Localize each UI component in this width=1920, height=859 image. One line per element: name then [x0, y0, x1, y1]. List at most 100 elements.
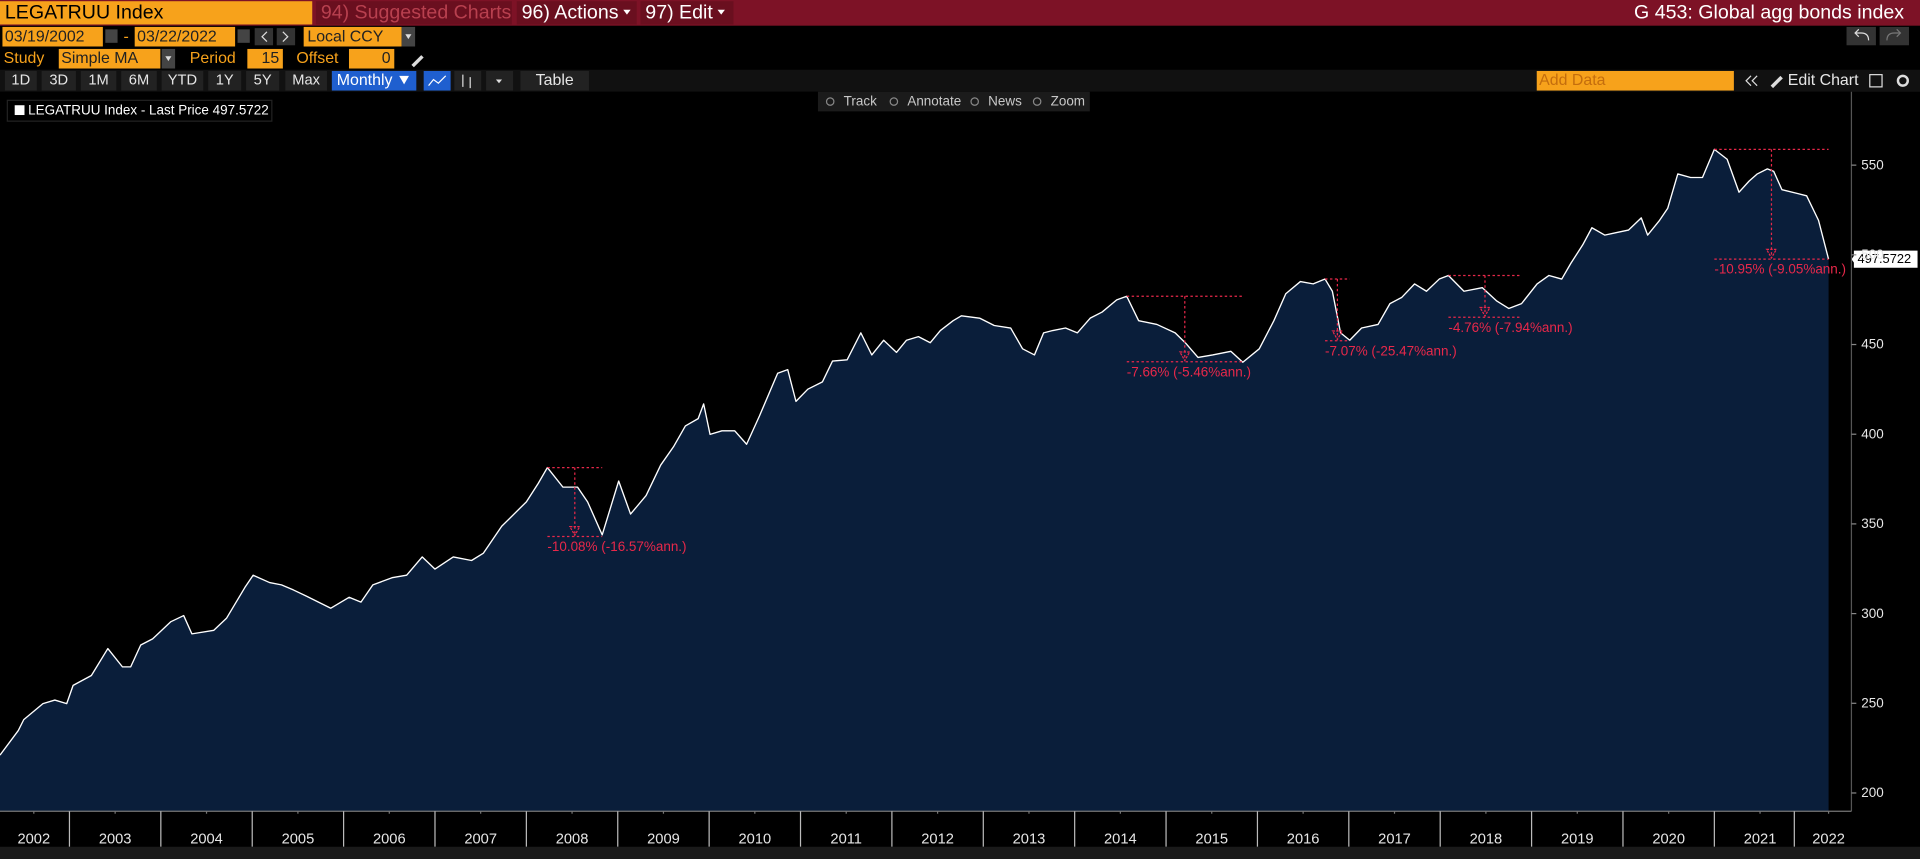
undo-button[interactable]	[1846, 26, 1876, 46]
menu-button[interactable]	[315, 1, 512, 25]
study: Simple MA	[61, 50, 138, 67]
bar-chart-button[interactable]	[454, 70, 482, 91]
range-buttons: 1D 3D 1M 6M YTD 1Y 5Y Max	[4, 70, 327, 91]
y-tick-label: 500	[1861, 247, 1883, 262]
prev-button[interactable]	[254, 28, 274, 46]
security-box[interactable]	[0, 1, 313, 25]
dropdown-arrow	[405, 34, 412, 40]
range-label: 1Y	[216, 73, 234, 89]
tool-label[interactable]: Annotate	[907, 94, 961, 109]
x-tick-label: 2022	[1812, 831, 1845, 847]
x-tick-label: 2008	[556, 831, 589, 847]
x-tick-label: 2013	[1013, 831, 1046, 847]
menu-item: 94) Suggested Charts	[321, 2, 512, 24]
add-data: Add Data	[1539, 72, 1605, 89]
last-price-flag	[1853, 250, 1918, 268]
line-chart-button[interactable]	[423, 70, 451, 91]
x-tick-label: 2006	[373, 831, 406, 847]
status-bar	[0, 846, 1920, 859]
collapse-icon[interactable]	[1745, 75, 1758, 87]
tool-label[interactable]: Track	[844, 94, 877, 109]
end-date: 03/22/2022	[137, 29, 217, 46]
y-tick-label: 450	[1861, 337, 1883, 352]
x-tick-label: 2016	[1287, 831, 1320, 847]
pen-icon[interactable]	[411, 55, 424, 68]
tool-icon[interactable]	[1032, 97, 1042, 106]
x-tick-label: 2011	[830, 831, 862, 847]
security: LEGATRUU Index	[5, 2, 164, 24]
undo-icon	[1854, 28, 1870, 41]
range-label: 1M	[88, 73, 108, 89]
range-label: 6M	[129, 73, 149, 89]
tool-label[interactable]: News	[988, 94, 1022, 109]
x-axis-band	[0, 811, 1852, 847]
frequency-button[interactable]	[331, 70, 417, 91]
legend	[6, 99, 273, 122]
frequency: Monthly	[337, 72, 393, 89]
tool-icon[interactable]	[889, 97, 899, 106]
add-data-field[interactable]	[1536, 70, 1734, 91]
redo-icon	[1886, 28, 1902, 41]
redo-button[interactable]	[1879, 26, 1909, 46]
arrow-head	[1178, 351, 1191, 362]
menu-item: 96) Actions	[522, 2, 619, 24]
range-button[interactable]	[285, 70, 327, 91]
next-button[interactable]	[276, 28, 296, 46]
dropdown-arrow	[717, 9, 725, 15]
tool-label[interactable]: Zoom	[1051, 94, 1085, 109]
x-tick-label: 2018	[1470, 831, 1503, 847]
table-button[interactable]	[520, 70, 589, 91]
start-date: 03/19/2002	[5, 29, 85, 46]
x-tick-label: 2019	[1561, 831, 1594, 847]
currency: Local CCY	[307, 29, 383, 46]
range-button[interactable]	[80, 70, 117, 91]
dropdown-arrow	[165, 56, 172, 62]
arrow-head	[568, 526, 581, 537]
range-button[interactable]	[208, 70, 242, 91]
calendar-icon[interactable]	[237, 29, 250, 43]
study-field[interactable]	[58, 48, 161, 69]
range-button[interactable]	[41, 70, 76, 91]
menu-button[interactable]	[516, 1, 637, 25]
tool-icon[interactable]	[970, 97, 979, 106]
chart-tools	[817, 91, 1090, 112]
legend-swatch	[14, 105, 25, 116]
x-tick-label: 2007	[464, 831, 497, 847]
calendar-icon[interactable]	[105, 29, 118, 43]
settings-icon[interactable]	[1896, 74, 1909, 87]
chart: 497.5722 -10.08% (-16.57%ann.) -7.66% (-5.…	[0, 91, 1918, 847]
study-label: Study	[4, 50, 45, 67]
x-tick-label: 2015	[1195, 831, 1228, 847]
date-field[interactable]	[2, 26, 103, 47]
x-tick-label: 2005	[282, 831, 315, 847]
drawdown-label: -10.95% (-9.05%ann.)	[1714, 262, 1846, 277]
dropdown-arrow	[623, 9, 631, 15]
dropdown-arrow	[495, 79, 503, 84]
menu-button[interactable]	[640, 1, 734, 25]
bar-chart-icon	[462, 74, 471, 89]
pen-icon	[1770, 75, 1783, 89]
drawdown-label: -7.66% (-5.46%ann.)	[1127, 364, 1251, 379]
edit-chart[interactable]: Edit Chart	[1788, 72, 1859, 89]
description: G 453: Global agg bonds index	[1634, 2, 1904, 24]
x-tick-label: 2017	[1378, 831, 1411, 847]
range-button[interactable]	[246, 70, 280, 91]
line-chart-icon	[428, 75, 447, 87]
currency-field[interactable]	[303, 26, 402, 47]
range-button[interactable]	[161, 70, 204, 91]
offset-field[interactable]	[348, 48, 395, 69]
range-button[interactable]	[4, 70, 37, 91]
edit-icon[interactable]	[1869, 74, 1883, 88]
offset: 0	[382, 50, 391, 67]
tool-buttons: Track Annotate News Zoom	[825, 94, 1085, 109]
arrow-head	[1331, 330, 1344, 341]
date-field[interactable]	[134, 26, 236, 47]
y-tick-label: 300	[1861, 606, 1883, 621]
period-field[interactable]	[247, 48, 283, 69]
x-tick-label: 2009	[647, 831, 680, 847]
tool-icon[interactable]	[825, 97, 835, 106]
x-tick-label: 2010	[739, 831, 772, 847]
period: 15	[261, 50, 279, 67]
range-button[interactable]	[121, 70, 157, 91]
